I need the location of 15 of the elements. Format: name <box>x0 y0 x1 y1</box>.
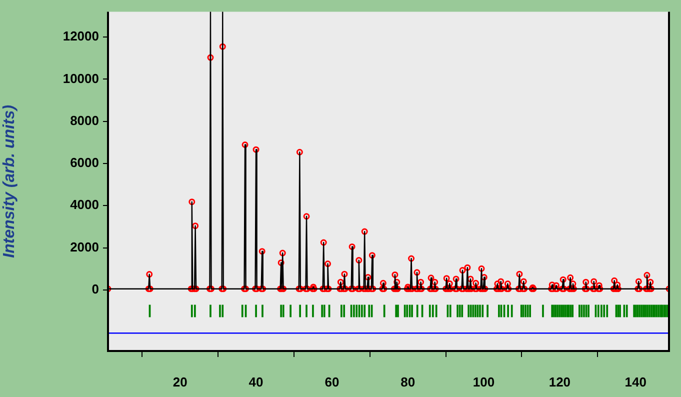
x-tick-label: 100 <box>472 374 495 390</box>
x-tick-label: 40 <box>248 374 264 390</box>
y-tick-label: 12000 <box>62 28 99 44</box>
y-tick-label: 4000 <box>70 197 99 212</box>
y-axis-title: Intensity (arb. units) <box>1 104 18 258</box>
x-tick-label: 120 <box>548 374 571 390</box>
y-tick-label: 6000 <box>70 155 99 170</box>
x-tick-label: 140 <box>624 374 646 390</box>
x-tick-label: 20 <box>172 374 188 390</box>
x-tick-label: 60 <box>324 374 340 390</box>
y-tick-label: 0 <box>92 281 99 296</box>
y-tick-label: 2000 <box>70 239 99 254</box>
x-tick-label: 80 <box>400 374 416 390</box>
y-tick-label: 10000 <box>62 70 99 86</box>
y-tick-label: 8000 <box>70 112 99 128</box>
